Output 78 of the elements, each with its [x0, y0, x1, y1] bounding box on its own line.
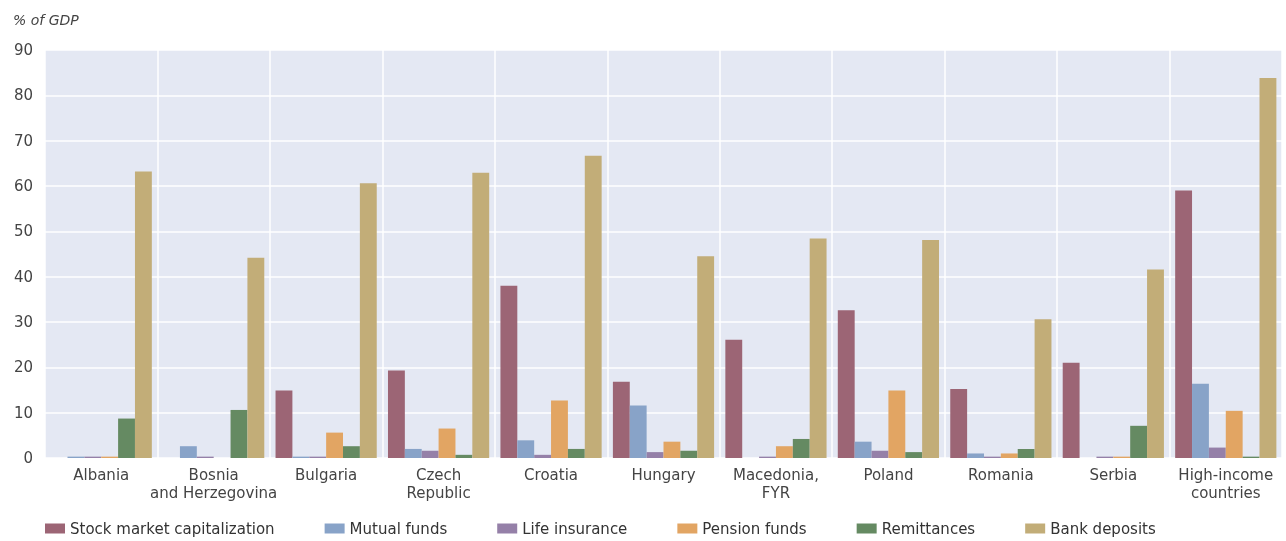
- y-tick-label: 80: [13, 86, 33, 105]
- bar: [421, 450, 439, 458]
- bar: [517, 440, 535, 458]
- legend-label: Life insurance: [522, 519, 628, 538]
- bar: [1034, 319, 1052, 458]
- legend-label: Pension funds: [702, 519, 807, 538]
- y-tick-label: 10: [13, 403, 33, 422]
- bar: [438, 428, 456, 458]
- x-tick-label: High-income countries: [1178, 466, 1274, 502]
- bar: [551, 400, 568, 458]
- y-tick-label: 40: [13, 267, 33, 286]
- bar: [967, 453, 984, 458]
- x-tick-label: Croatia: [524, 466, 579, 484]
- bar: [359, 183, 377, 458]
- y-tick-label: 70: [13, 131, 33, 150]
- bar: [663, 441, 681, 458]
- bar: [792, 438, 810, 458]
- x-tick-label: Bosnia and Herzegovina: [150, 466, 278, 502]
- bar: [179, 446, 197, 458]
- x-tick-label: Hungary: [631, 466, 696, 484]
- bar: [584, 155, 602, 458]
- bar: [922, 239, 940, 458]
- bar: [775, 446, 793, 458]
- bar: [275, 390, 293, 458]
- bar: [854, 441, 872, 458]
- legend-label: Stock market capitalization: [70, 519, 275, 538]
- y-tick-label: 30: [13, 313, 33, 331]
- bar: [1062, 362, 1080, 458]
- y-tick-label: 20: [13, 358, 33, 377]
- bar: [455, 454, 473, 458]
- bar: [1175, 190, 1193, 458]
- legend-label: Mutual funds: [349, 519, 448, 538]
- bar: [1130, 425, 1148, 458]
- y-tick-label: 60: [13, 177, 33, 195]
- bar: [534, 454, 552, 458]
- legend-label: Remittances: [881, 519, 976, 538]
- bar: [905, 452, 923, 458]
- bar: [1147, 269, 1164, 458]
- bar: [343, 446, 360, 458]
- bar: [326, 432, 343, 458]
- x-tick-label: Czech Republic: [406, 466, 471, 502]
- x-tick-label: Albania: [73, 466, 130, 484]
- x-tick-label: Macedonia, FYR: [732, 466, 819, 502]
- bar: [629, 405, 647, 458]
- bar: [697, 256, 715, 458]
- x-tick-label: Poland: [863, 466, 914, 484]
- y-tick-label: 0: [23, 449, 33, 467]
- y-tick-label: 50: [13, 222, 33, 241]
- bar: [472, 172, 490, 458]
- bar: [646, 452, 664, 458]
- y-tick-label: 90: [13, 41, 33, 59]
- bar: [725, 339, 743, 458]
- bar: [404, 448, 422, 458]
- bar: [1225, 410, 1243, 458]
- x-tick-label: Serbia: [1089, 466, 1138, 484]
- bar: [837, 310, 855, 458]
- bar: [871, 450, 889, 458]
- bar: [134, 171, 152, 458]
- bar: [387, 370, 405, 458]
- bar: [888, 390, 906, 458]
- bar: [612, 381, 630, 458]
- bar: [1017, 448, 1035, 458]
- bar: [247, 257, 265, 458]
- x-tick-label: Romania: [968, 466, 1034, 484]
- x-tick-label: Bulgaria: [295, 466, 358, 484]
- bar: [809, 238, 827, 458]
- bar: [680, 450, 698, 458]
- legend-label: Bank deposits: [1050, 519, 1156, 538]
- bar: [1259, 78, 1277, 458]
- bar: [950, 389, 968, 458]
- bar: [1192, 383, 1209, 458]
- bar: [1000, 453, 1018, 458]
- bar: [118, 418, 135, 458]
- bar: [1208, 447, 1226, 458]
- bar: [500, 285, 518, 458]
- y-axis-title: % of GDP: [13, 12, 80, 28]
- bar: [230, 409, 248, 458]
- bar: [567, 448, 585, 458]
